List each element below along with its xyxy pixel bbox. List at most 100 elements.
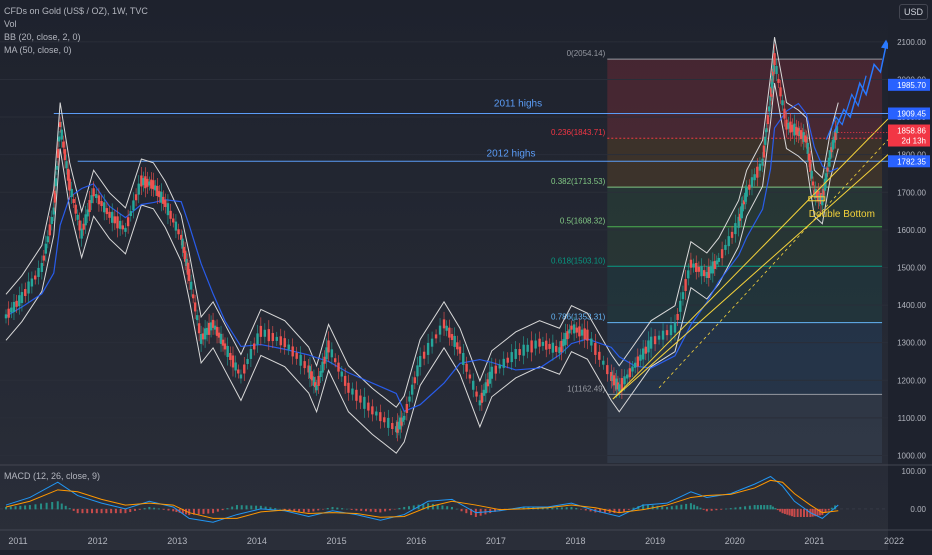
candle-body — [325, 347, 328, 360]
macd-histogram-bar — [580, 508, 583, 510]
macd-histogram-bar — [172, 508, 175, 512]
candle-body — [773, 53, 776, 66]
candle-body — [72, 199, 75, 204]
candle-body — [669, 325, 673, 336]
candle-body — [30, 278, 34, 287]
candle-body — [317, 375, 320, 386]
time-axis-tick: 2021 — [804, 536, 824, 546]
candle-body — [819, 193, 823, 205]
macd-histogram-bar — [321, 508, 324, 510]
macd-histogram-bar — [710, 508, 713, 511]
candle-body — [826, 167, 829, 172]
candle-body — [66, 168, 70, 181]
candle-body — [572, 324, 576, 334]
macd-histogram-bar — [783, 508, 786, 514]
candle-body — [319, 371, 322, 378]
candle-body — [815, 192, 819, 198]
currency-button[interactable]: USD — [898, 4, 928, 20]
macd-histogram-bar — [393, 508, 396, 510]
macd-histogram-bar — [255, 505, 258, 510]
candle-body — [195, 315, 199, 321]
candle-body — [351, 388, 354, 395]
candle-body — [215, 326, 219, 336]
candle-body — [623, 376, 626, 385]
macd-histogram-bar — [119, 508, 122, 514]
candle-body — [408, 396, 411, 402]
candle-body — [275, 336, 278, 341]
candle-body — [347, 382, 350, 393]
candle-body — [48, 224, 52, 236]
chart-title: CFDs on Gold (US$ / OZ), 1W, TVC — [4, 6, 148, 16]
candle-body — [803, 135, 807, 142]
candle-body — [312, 377, 316, 387]
macd-histogram-bar — [756, 505, 759, 510]
macd-histogram-bar — [398, 507, 401, 510]
candle-body — [695, 262, 698, 272]
macd-histogram-bar — [696, 506, 699, 510]
candle-body — [805, 136, 808, 143]
candle-body — [740, 206, 743, 219]
time-axis-tick: 2019 — [645, 536, 665, 546]
candle-body — [126, 217, 130, 227]
candle-body — [720, 249, 724, 259]
macd-histogram-bar — [336, 507, 339, 510]
candle-body — [835, 126, 839, 134]
macd-histogram-bar — [86, 508, 89, 514]
candle-body — [37, 267, 40, 277]
candle-body — [700, 266, 703, 277]
macd-histogram-bar — [603, 508, 606, 513]
candle-body — [110, 211, 114, 223]
candle-body — [70, 188, 73, 197]
candle-body — [833, 136, 836, 143]
macd-histogram-bar — [326, 507, 329, 510]
macd-histogram-bar — [259, 505, 262, 510]
candle-body — [65, 161, 68, 169]
macd-histogram-bar — [293, 508, 296, 512]
candle-body — [86, 209, 89, 217]
macd-histogram-bar — [288, 508, 291, 511]
macd-histogram-bar — [34, 504, 37, 510]
macd-histogram-bar — [388, 508, 391, 511]
candle-body — [530, 340, 533, 353]
candle-body — [770, 86, 773, 97]
macd-histogram-bar — [298, 508, 301, 512]
candle-body — [462, 352, 465, 365]
candle-body — [413, 377, 417, 384]
macd-histogram-bar — [806, 508, 809, 517]
macd-histogram-bar — [774, 508, 777, 510]
price-axis-bg — [888, 0, 932, 550]
candle-body — [798, 131, 801, 136]
candle-body — [514, 348, 517, 359]
candle-body — [526, 344, 529, 352]
macd-histogram-bar — [441, 505, 444, 510]
time-axis-tick: 2014 — [247, 536, 267, 546]
candle-body — [810, 170, 813, 179]
candle-body — [148, 181, 151, 186]
candle-body — [56, 148, 60, 158]
macd-histogram-bar — [129, 508, 132, 513]
candle-body — [211, 319, 215, 328]
macd-histogram-bar — [781, 508, 784, 514]
candle-body — [641, 348, 645, 360]
candle-body — [12, 301, 16, 312]
candle-body — [426, 342, 430, 355]
candle-body — [177, 229, 180, 235]
fib-level-label: 0.786(1353.31) — [551, 313, 606, 322]
price-label-box — [888, 107, 930, 120]
candle-body — [793, 123, 796, 136]
candle-body — [363, 396, 366, 409]
macd-histogram-bar — [427, 503, 430, 510]
macd-histogram-bar — [412, 505, 415, 510]
macd-histogram-bar — [720, 508, 723, 510]
channel-lower-line — [612, 154, 889, 400]
channel-mid-line — [658, 139, 889, 389]
candle-body — [259, 325, 263, 337]
candle-body — [191, 294, 195, 299]
candle-body — [134, 194, 138, 201]
candle-body — [108, 211, 111, 218]
candle-body — [53, 190, 57, 203]
candle-body — [738, 213, 742, 221]
candle-body — [246, 358, 249, 364]
candle-body — [748, 184, 751, 190]
